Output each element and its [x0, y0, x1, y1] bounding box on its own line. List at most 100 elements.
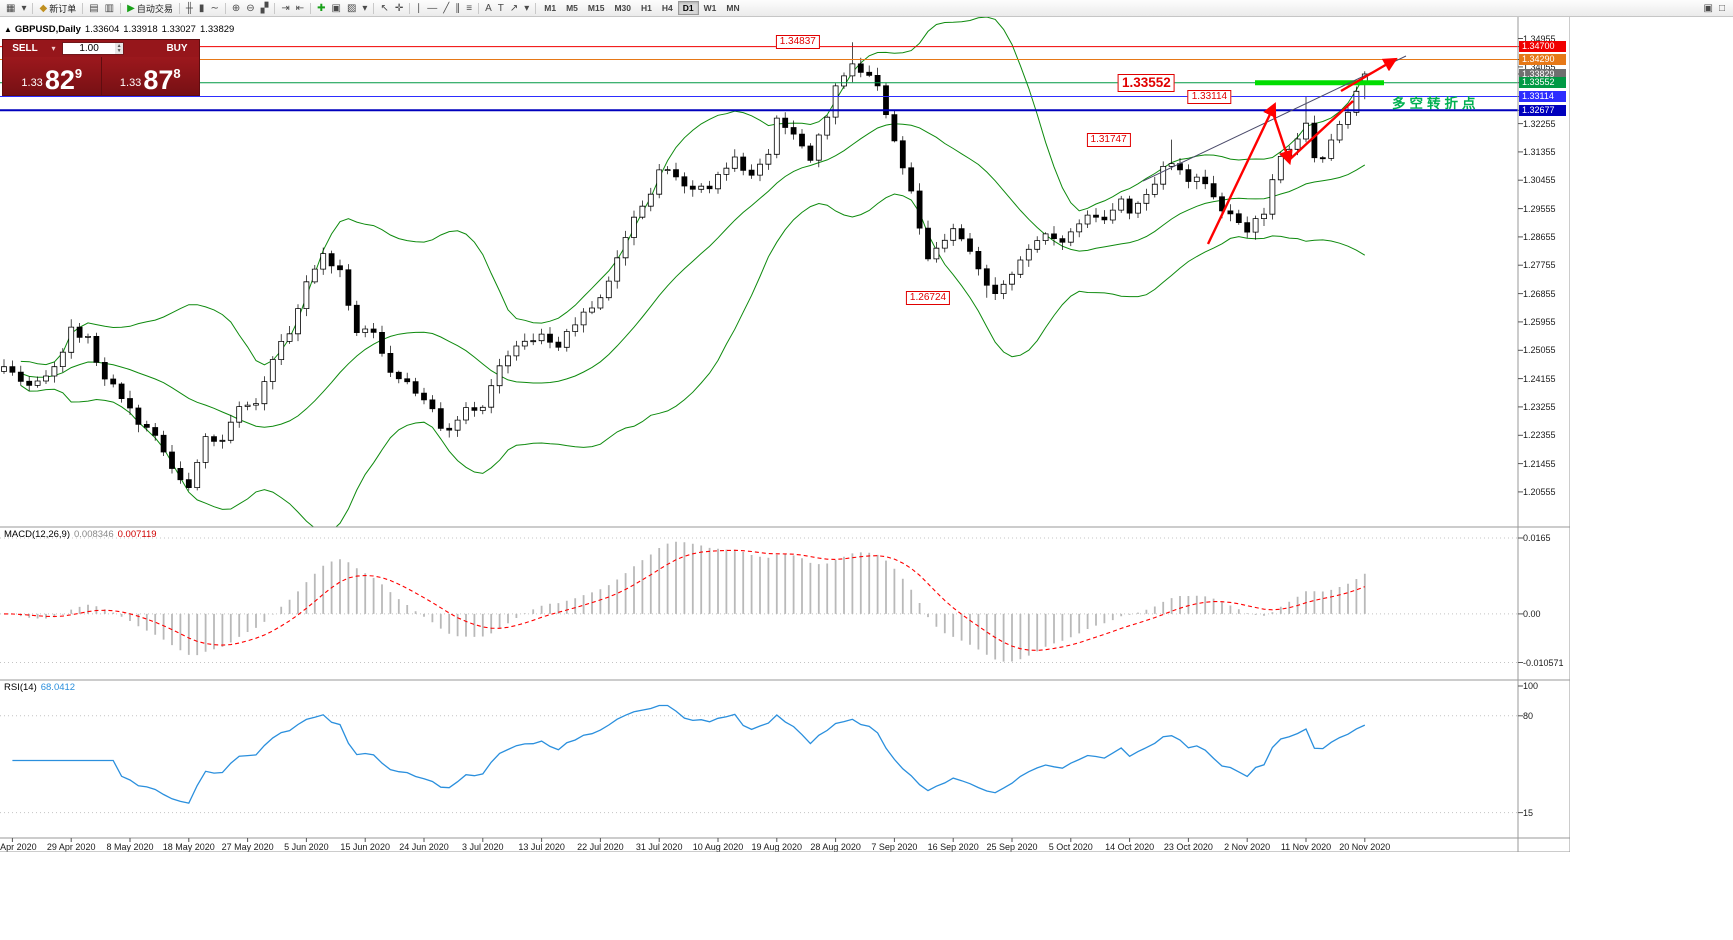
- horizontal-line-button[interactable]: ―: [424, 1, 440, 16]
- toolbar-separator: [373, 2, 375, 14]
- window-list-button[interactable]: □: [1716, 1, 1728, 16]
- volume-spinner[interactable]: ▲ ▼: [115, 43, 123, 54]
- macd-value-signal: 0.007119: [117, 529, 157, 540]
- data-window-button[interactable]: ▥: [102, 1, 117, 16]
- one-click-top-row: SELL ▾ ▲▼ BUY: [3, 40, 199, 57]
- time-axis-label: 15 Jun 2020: [340, 842, 390, 852]
- timeframe-m30[interactable]: M30: [609, 1, 636, 15]
- templates-icon: ▨: [346, 2, 357, 14]
- buy-price-sup: 8: [173, 66, 181, 81]
- buy-button[interactable]: BUY: [155, 43, 199, 54]
- time-axis-label: 10 Aug 2020: [692, 842, 744, 852]
- price-axis-marker: 1.33829: [1519, 68, 1566, 80]
- sell-price[interactable]: 1.33 82 9: [3, 57, 102, 95]
- window-restore-button[interactable]: ▣: [1701, 1, 1716, 16]
- time-axis-label: 20 Apr 2020: [0, 842, 37, 852]
- zoom-in-icon: ⊕: [231, 2, 241, 14]
- new-order-button[interactable]: ◆ 新订单: [36, 1, 79, 16]
- volume-input[interactable]: [63, 43, 116, 54]
- timeframe-m5[interactable]: M5: [561, 1, 583, 15]
- price-axis-label: 1.32255: [1523, 118, 1556, 129]
- price-callout-label[interactable]: 1.31747: [1086, 132, 1131, 147]
- buy-price[interactable]: 1.33 87 8: [102, 57, 200, 95]
- time-axis-label: 8 May 2020: [106, 842, 154, 852]
- new-chart-button[interactable]: ▦: [3, 1, 18, 16]
- candle-chart-button[interactable]: ▮: [196, 1, 208, 16]
- macd-panel[interactable]: [0, 537, 1518, 663]
- text-button[interactable]: A: [482, 1, 495, 16]
- panel-separators: [0, 16, 1570, 852]
- price-axis-label: 1.26855: [1523, 288, 1556, 299]
- chart-shift-button[interactable]: ⇤: [293, 1, 307, 16]
- macd-title: MACD(12,26,9): [4, 529, 70, 540]
- line-chart-button[interactable]: ∼: [207, 1, 221, 16]
- price-callout-label[interactable]: 1.26724: [905, 290, 951, 305]
- chart-canvas[interactable]: [0, 0, 1570, 852]
- zoom-in-button[interactable]: ⊕: [229, 1, 243, 16]
- toolbar-separator: [120, 2, 122, 14]
- time-axis-label: 2 Nov 2020: [1224, 842, 1271, 852]
- spin-up-icon[interactable]: ▲: [116, 42, 122, 49]
- equidistant-channel-button[interactable]: ∥: [452, 1, 463, 16]
- templates-button[interactable]: ▨: [344, 1, 359, 16]
- templates-dropdown-button[interactable]: ▾: [359, 1, 370, 16]
- time-axis-label: 7 Sep 2020: [871, 842, 918, 852]
- timeframe-h1[interactable]: H1: [636, 1, 657, 15]
- fibonacci-button[interactable]: ≡: [463, 1, 475, 16]
- toolbar-separator: [535, 2, 537, 14]
- order-type-dropdown[interactable]: ▾: [47, 42, 60, 55]
- price-callout-label[interactable]: 1.34837: [775, 35, 820, 50]
- text-icon: A: [485, 2, 492, 14]
- time-axis-label: 25 Sep 2020: [986, 842, 1038, 852]
- buy-price-big: 87: [143, 65, 174, 95]
- indicators-button[interactable]: ✚: [314, 1, 328, 16]
- chart-ohlc-header: ▲ GBPUSD,Daily 1.33604 1.33918 1.33027 1.3382…: [4, 24, 234, 35]
- zoom-out-button[interactable]: ⊖: [243, 1, 257, 16]
- symbol-period-label: GBPUSD,Daily: [14, 24, 81, 35]
- shapes-dropdown-button[interactable]: ▾: [521, 1, 532, 16]
- arrow-tools-button[interactable]: ↗: [507, 1, 521, 16]
- trendline-button[interactable]: ╱: [440, 1, 452, 16]
- price-callout-label[interactable]: 1.33114: [1187, 89, 1232, 104]
- sell-price-small: 1.33: [21, 77, 43, 89]
- time-axis-label: 18 May 2020: [162, 842, 215, 852]
- profiles-button[interactable]: ▤: [86, 1, 101, 16]
- vertical-line-icon: ∣: [416, 2, 422, 14]
- timeframe-m1[interactable]: M1: [539, 1, 561, 15]
- window-restore-icon: ▣: [1703, 3, 1713, 14]
- new-chart-dropdown-button[interactable]: ▾: [18, 1, 29, 16]
- timeframe-m15[interactable]: M15: [583, 1, 610, 15]
- sell-button[interactable]: SELL: [3, 43, 47, 54]
- macd-axis-label: 0.00: [1523, 608, 1541, 619]
- time-axis-label: 29 Apr 2020: [46, 842, 96, 852]
- collapse-otc-icon[interactable]: ▲: [4, 25, 12, 34]
- price-callout-label[interactable]: 1.33552: [1117, 73, 1175, 92]
- cursor-button[interactable]: ↖: [377, 1, 391, 16]
- bar-chart-button[interactable]: ╫: [183, 1, 196, 16]
- horizontal-lines[interactable]: [0, 46, 1518, 182]
- timeframe-mn[interactable]: MN: [721, 1, 744, 15]
- data-window-icon: ▥: [104, 2, 115, 14]
- annotation-chinese-note[interactable]: 多空转折点: [1392, 96, 1480, 111]
- timeframe-w1[interactable]: W1: [699, 1, 722, 15]
- text-label-button[interactable]: T: [495, 1, 507, 16]
- horizontal-line-icon: ―: [427, 2, 438, 14]
- time-axis-label: 13 Jul 2020: [518, 842, 565, 852]
- spin-down-icon[interactable]: ▼: [116, 47, 122, 54]
- periods-button[interactable]: ▣: [328, 1, 343, 16]
- auto-trading-button[interactable]: ▶ 自动交易: [124, 1, 176, 16]
- new-order-label: 新订单: [49, 3, 77, 14]
- crosshair-button[interactable]: ✛: [392, 1, 406, 16]
- bull-candles: [1, 63, 1368, 488]
- rsi-panel[interactable]: [0, 704, 1518, 814]
- trend-arrows[interactable]: [1206, 57, 1398, 245]
- timeframe-d1[interactable]: D1: [677, 1, 699, 15]
- timeframe-h4[interactable]: H4: [657, 1, 678, 15]
- price-panel[interactable]: [1, 16, 1368, 533]
- price-axis-marker: 1.33114: [1519, 91, 1566, 102]
- vertical-line-button[interactable]: ∣: [413, 1, 424, 16]
- macd-histogram: [11, 541, 1366, 662]
- auto-scroll-button[interactable]: ⇥: [278, 1, 292, 16]
- tile-windows-button[interactable]: ▞: [258, 1, 272, 16]
